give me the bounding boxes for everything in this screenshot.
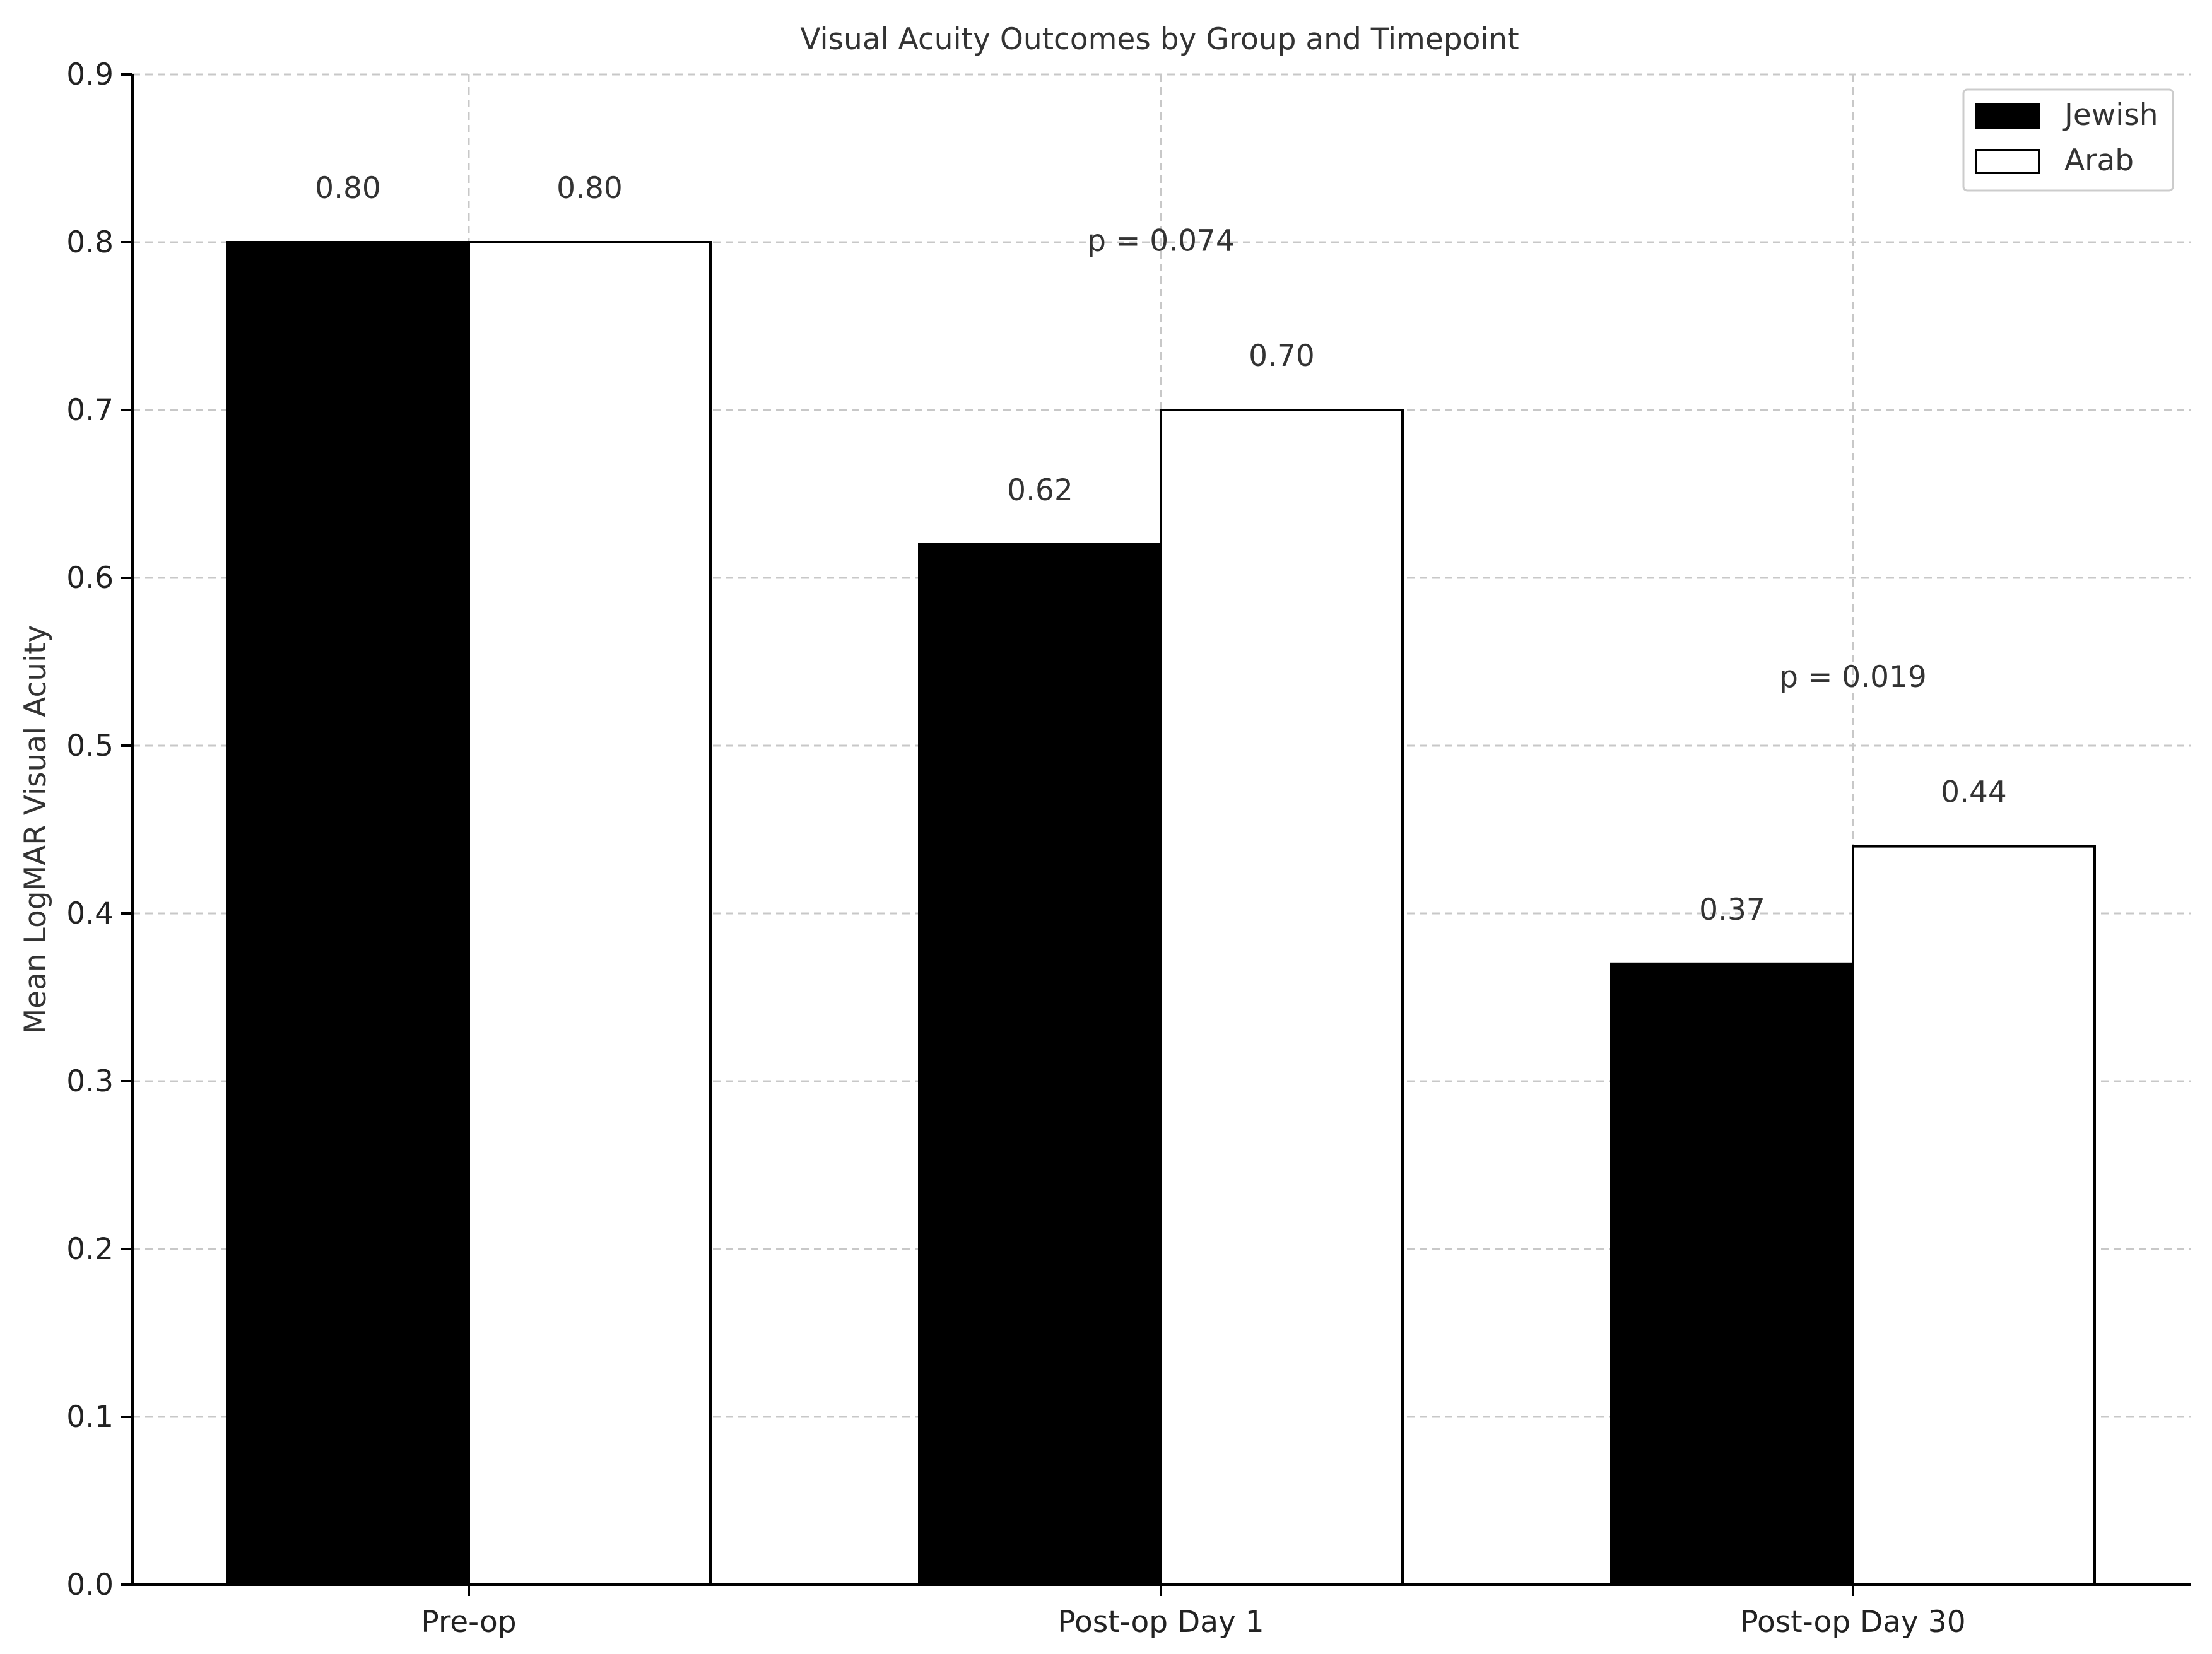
x-tick-label: Post-op Day 1: [1057, 1605, 1264, 1639]
x-tick-label: Pre-op: [421, 1605, 516, 1639]
bar-arab-2: [1160, 409, 1404, 1586]
y-tick-label: 0.4: [66, 896, 114, 931]
legend-swatch: [1975, 149, 2040, 174]
data-label: 0.37: [1699, 893, 1765, 927]
data-label: 0.80: [315, 171, 381, 206]
y-tick-label: 0.9: [66, 57, 114, 92]
data-label: 0.80: [556, 171, 623, 206]
y-tick-label: 0.0: [66, 1568, 114, 1602]
y-tick-label: 0.6: [66, 561, 114, 595]
value-labels: 0.80 0.62 0.37 0.80 0.70 0.44 p = 0.074 p = 0.0…: [315, 171, 2007, 927]
data-label: 0.70: [1249, 339, 1315, 373]
x-tick-label: Post-op Day 30: [1740, 1605, 1965, 1639]
chart-title: Visual Acuity Outcomes by Group and Time…: [800, 22, 1519, 57]
y-tick-label: 0.2: [66, 1232, 114, 1267]
y-tick-label: 0.1: [66, 1400, 114, 1434]
legend-label: Arab: [2064, 143, 2134, 178]
p-value-annotation: p = 0.074: [1087, 223, 1235, 258]
bar-jewish-1: [226, 241, 470, 1586]
data-label: 0.62: [1007, 473, 1073, 508]
y-tick-label: 0.8: [66, 225, 114, 260]
bars: [226, 241, 2096, 1587]
y-tick-label: 0.7: [66, 393, 114, 428]
bar-jewish-3: [1610, 962, 1854, 1587]
y-axis-label: Mean LogMAR Visual Acuity: [18, 625, 53, 1035]
legend-swatch: [1975, 103, 2040, 129]
bar-arab-3: [1852, 845, 2096, 1586]
bar-arab-1: [468, 241, 712, 1586]
legend-label: Jewish: [2062, 98, 2158, 132]
p-value-annotation: p = 0.019: [1779, 660, 1927, 695]
bar-jewish-2: [918, 543, 1162, 1586]
y-tick-label: 0.5: [66, 729, 114, 763]
axes: 0.0 0.1 0.2 0.3 0.4 0.5 0.6 0.7 0.8 0.9 Pre-op Post…: [66, 57, 2191, 1639]
y-tick-label: 0.3: [66, 1064, 114, 1099]
data-label: 0.44: [1941, 775, 2007, 810]
legend: Jewish Arab: [1962, 88, 2174, 192]
